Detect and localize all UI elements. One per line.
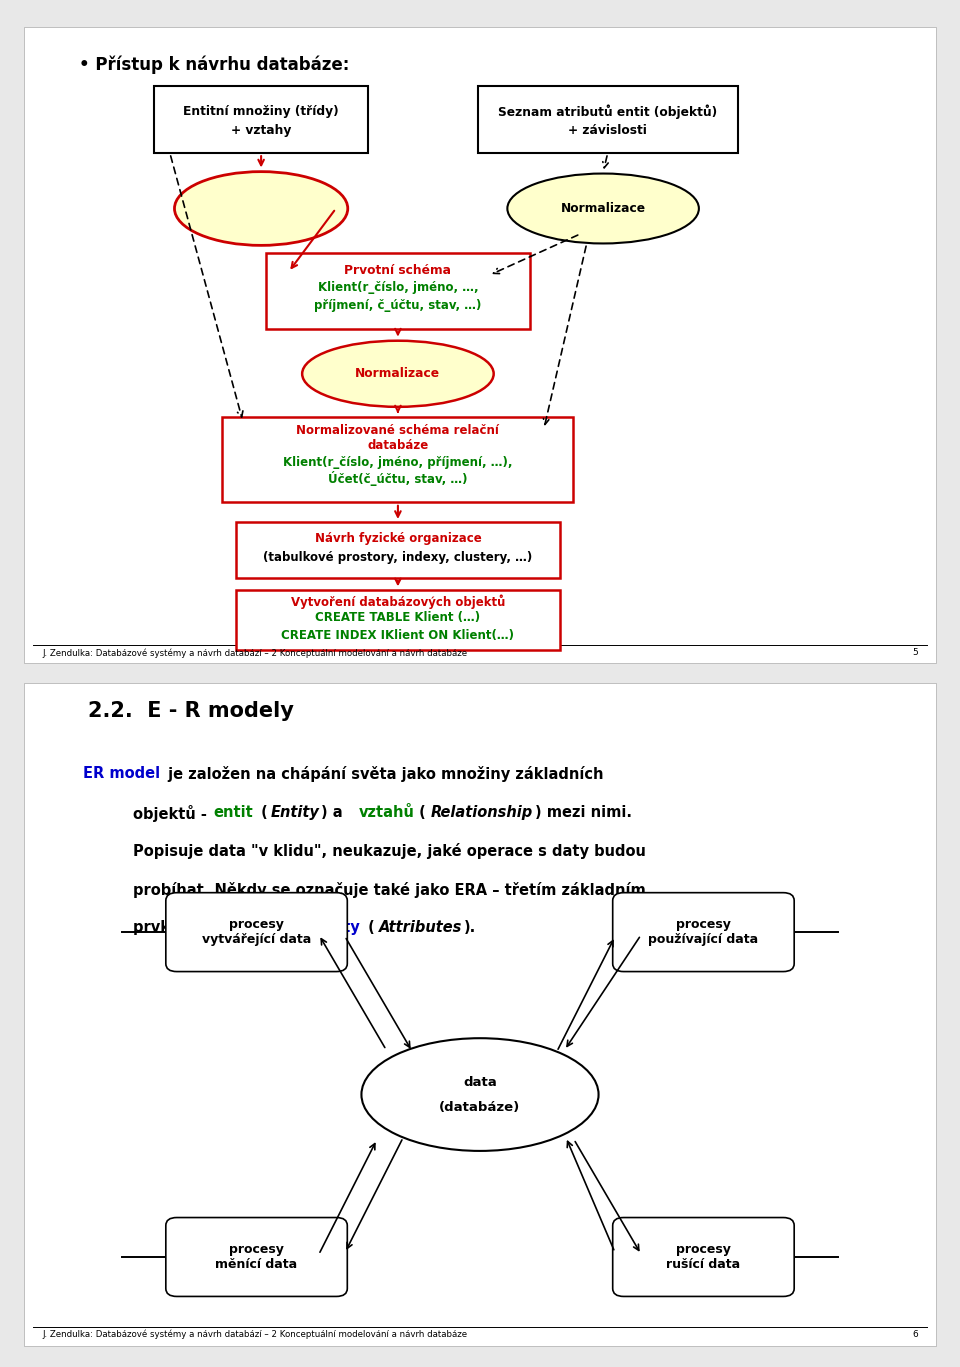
Ellipse shape — [175, 172, 348, 245]
Text: je založen na chápání světa jako množiny základních: je založen na chápání světa jako množiny… — [162, 767, 603, 782]
Text: • Přístup k návrhu databáze:: • Přístup k návrhu databáze: — [79, 56, 349, 74]
FancyBboxPatch shape — [166, 1218, 348, 1296]
Text: ) a: ) a — [322, 805, 353, 820]
FancyBboxPatch shape — [266, 253, 530, 329]
Text: Klient(r_číslo, jméno, …,: Klient(r_číslo, jméno, …, — [318, 282, 478, 294]
Text: (: ( — [255, 805, 268, 820]
Text: 6: 6 — [912, 1330, 918, 1340]
Ellipse shape — [302, 340, 493, 407]
Text: objektů -: objektů - — [133, 805, 212, 822]
Text: CREATE INDEX IKlient ON Klient(…): CREATE INDEX IKlient ON Klient(…) — [281, 629, 515, 641]
Text: Normalizace: Normalizace — [355, 368, 441, 380]
Text: Klient(r_číslo, jméno, příjmení, …),: Klient(r_číslo, jméno, příjmení, …), — [283, 457, 513, 469]
Text: Attributes: Attributes — [379, 920, 462, 935]
Text: + vztahy: + vztahy — [231, 124, 291, 138]
Text: (tabulkové prostory, indexy, clustery, …): (tabulkové prostory, indexy, clustery, …… — [263, 551, 533, 565]
Text: Normalizované schéma relační: Normalizované schéma relační — [297, 425, 499, 437]
Text: J. Zendulka: Databázové systémy a návrh databází – 2 Konceptuální modelování a n: J. Zendulka: Databázové systémy a návrh … — [42, 1330, 468, 1340]
Text: (: ( — [415, 805, 426, 820]
Text: data: data — [463, 1076, 497, 1089]
Text: Relationship: Relationship — [431, 805, 533, 820]
Text: prvkem modelu jsou: prvkem modelu jsou — [133, 920, 306, 935]
Text: procesy
rušící data: procesy rušící data — [666, 1243, 740, 1271]
Text: Návrh fyzické organizace: Návrh fyzické organizace — [315, 532, 481, 545]
FancyBboxPatch shape — [166, 893, 348, 972]
Text: Popisuje data "v klidu", neukazuje, jaké operace s daty budou: Popisuje data "v klidu", neukazuje, jaké… — [133, 843, 646, 860]
FancyBboxPatch shape — [612, 893, 794, 972]
Text: Entitní množiny (třídy): Entitní množiny (třídy) — [183, 105, 339, 119]
Text: CREATE TABLE Klient (…): CREATE TABLE Klient (…) — [315, 611, 481, 625]
FancyBboxPatch shape — [223, 417, 573, 503]
Text: Účet(č_účtu, stav, …): Účet(č_účtu, stav, …) — [328, 472, 468, 487]
Ellipse shape — [361, 1038, 599, 1151]
Text: 5: 5 — [912, 648, 918, 658]
Text: (databáze): (databáze) — [440, 1102, 520, 1114]
Text: Seznam atributů entit (objektů): Seznam atributů entit (objektů) — [498, 105, 717, 119]
Text: příjmení, č_účtu, stav, …): příjmení, č_účtu, stav, …) — [314, 298, 482, 312]
FancyBboxPatch shape — [236, 589, 560, 649]
Text: ER model: ER model — [84, 767, 160, 782]
FancyBboxPatch shape — [612, 1218, 794, 1296]
Text: ) mezi nimi.: ) mezi nimi. — [535, 805, 632, 820]
Text: J. Zendulka: Databázové systémy a návrh databází – 2 Konceptuální modelování a n: J. Zendulka: Databázové systémy a návrh … — [42, 648, 468, 658]
Text: procesy
používající data: procesy používající data — [648, 919, 758, 946]
Text: procesy
měnící data: procesy měnící data — [215, 1243, 298, 1271]
Text: 2.2.  E - R modely: 2.2. E - R modely — [88, 701, 294, 720]
Text: databáze: databáze — [368, 439, 428, 452]
Text: entit: entit — [214, 805, 253, 820]
Text: ).: ). — [464, 920, 476, 935]
FancyBboxPatch shape — [236, 522, 560, 578]
FancyBboxPatch shape — [154, 86, 369, 153]
Ellipse shape — [507, 174, 699, 243]
Text: vztahů: vztahů — [359, 805, 415, 820]
Text: Prvotní schéma: Prvotní schéma — [345, 264, 451, 278]
Text: (: ( — [363, 920, 375, 935]
Text: procesy
vytvářející data: procesy vytvářející data — [202, 919, 311, 946]
Text: atributy: atributy — [293, 920, 360, 935]
Text: Vytvoření databázových objektů: Vytvoření databázových objektů — [291, 595, 505, 610]
Text: probíhat. Někdy se označuje také jako ERA – třetím základním: probíhat. Někdy se označuje také jako ER… — [133, 882, 646, 898]
Text: Normalizace: Normalizace — [561, 202, 646, 215]
Text: Entity: Entity — [271, 805, 320, 820]
FancyBboxPatch shape — [478, 86, 737, 153]
Text: + závislosti: + závislosti — [568, 124, 647, 138]
